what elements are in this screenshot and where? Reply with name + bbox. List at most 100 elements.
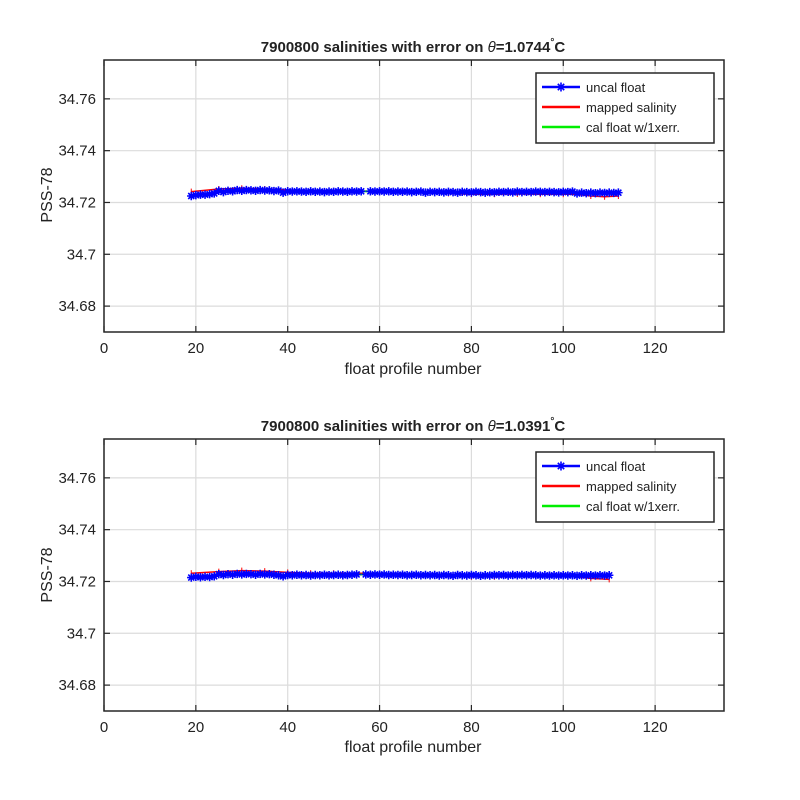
uncal-float-point	[568, 571, 577, 580]
uncal-float-point	[255, 569, 265, 579]
x-axis-label: float profile number	[345, 361, 483, 378]
uncal-float-point	[494, 187, 504, 197]
uncal-float-point	[196, 190, 205, 199]
uncal-float-point	[338, 571, 348, 580]
uncal-float-point	[513, 571, 522, 580]
uncal-float-point	[269, 186, 279, 196]
uncal-float-point	[246, 570, 256, 579]
uncal-float-point	[609, 188, 618, 198]
x-tick-label: 0	[100, 719, 108, 736]
uncal-float-point	[421, 188, 430, 197]
uncal-float-point	[366, 570, 375, 579]
uncal-float-point	[444, 571, 453, 580]
uncal-float-point	[370, 570, 380, 579]
uncal-float-point	[549, 187, 559, 197]
uncal-float-point	[536, 187, 545, 197]
uncal-float-point	[554, 188, 563, 197]
uncal-float-point	[246, 186, 256, 195]
uncal-float-point	[462, 571, 472, 580]
uncal-float-point	[219, 187, 228, 197]
uncal-float-point	[591, 188, 600, 198]
uncal-float-point	[187, 191, 196, 201]
uncal-float-point	[513, 187, 522, 196]
uncal-float-point	[435, 187, 444, 197]
uncal-float-point	[370, 187, 380, 196]
uncal-float-point	[499, 570, 508, 580]
uncal-float-point	[402, 571, 412, 580]
uncal-float-point	[384, 570, 393, 580]
uncal-float-point	[214, 570, 224, 579]
uncal-float-point	[347, 570, 357, 579]
uncal-float-point	[480, 571, 490, 580]
uncal-float-point	[531, 571, 540, 580]
uncal-float-point	[379, 570, 389, 579]
uncal-float-point	[614, 188, 623, 197]
uncal-float-point	[577, 188, 586, 197]
uncal-float-point	[315, 187, 325, 196]
legend-entry-label: mapped salinity	[586, 100, 677, 115]
uncal-float-point	[563, 187, 573, 197]
uncal-float-point	[517, 187, 527, 197]
uncal-float-point	[311, 187, 320, 197]
uncal-float-point	[278, 572, 288, 581]
x-tick-label: 80	[463, 719, 480, 736]
uncal-float-point	[278, 188, 288, 197]
uncal-float-point	[384, 187, 393, 196]
uncal-float-point	[582, 188, 591, 198]
uncal-float-point	[228, 187, 237, 196]
uncal-float-point	[568, 187, 577, 196]
x-tick-label: 120	[643, 719, 668, 736]
uncal-float-point	[494, 571, 504, 580]
plot-frame	[103, 59, 725, 333]
uncal-float-point	[586, 571, 596, 580]
uncal-float-point	[255, 185, 265, 195]
uncal-float-point	[306, 187, 315, 196]
uncal-float-point	[430, 570, 439, 580]
uncal-float-point	[200, 190, 210, 199]
uncal-float-point	[356, 187, 366, 196]
uncal-float-point	[480, 188, 490, 197]
uncal-float-point	[242, 185, 251, 195]
uncal-float-point	[412, 187, 421, 197]
uncal-float-point	[407, 187, 416, 197]
uncal-float-point	[347, 187, 357, 196]
uncal-float-point	[458, 571, 467, 580]
uncal-float-point	[444, 187, 453, 197]
uncal-float-point	[572, 189, 582, 198]
uncal-float-point	[301, 187, 311, 197]
legend-marker	[556, 461, 566, 471]
uncal-float-point	[228, 570, 237, 579]
uncal-float-point	[425, 187, 435, 197]
y-tick-label: 34.74	[58, 522, 96, 539]
uncal-float-point	[545, 187, 554, 197]
uncal-float-point	[476, 187, 485, 197]
uncal-float-point	[600, 571, 609, 580]
uncal-float-point	[439, 570, 449, 580]
x-tick-label: 60	[371, 719, 388, 736]
uncal-float-point	[421, 570, 430, 580]
uncal-float-point	[586, 188, 596, 197]
legend-entry-label: cal float w/1xerr.	[586, 120, 680, 135]
uncal-float-point	[595, 188, 605, 197]
x-tick-label: 80	[463, 340, 480, 357]
uncal-float-point	[352, 570, 361, 579]
uncal-float-point	[600, 188, 609, 198]
x-tick-label: 20	[188, 340, 205, 357]
y-tick-label: 34.74	[58, 143, 96, 160]
legend-entry-label: uncal float	[586, 80, 646, 95]
uncal-float-point	[389, 187, 398, 197]
uncal-float-point	[338, 187, 348, 196]
chart-panel-top: 7900800 salinities with error on θ=1.074…	[39, 37, 725, 378]
x-tick-label: 0	[100, 340, 108, 357]
y-tick-label: 34.68	[58, 298, 96, 315]
x-axis-label: float profile number	[345, 739, 483, 756]
uncal-float-point	[430, 187, 439, 197]
uncal-float-point	[604, 571, 614, 580]
uncal-float-point	[416, 187, 426, 196]
x-tick-label: 20	[188, 719, 205, 736]
uncal-float-point	[522, 187, 531, 197]
uncal-float-point	[540, 571, 550, 580]
uncal-float-point	[311, 570, 320, 580]
uncal-float-point	[324, 187, 334, 196]
uncal-float-point	[324, 571, 334, 580]
